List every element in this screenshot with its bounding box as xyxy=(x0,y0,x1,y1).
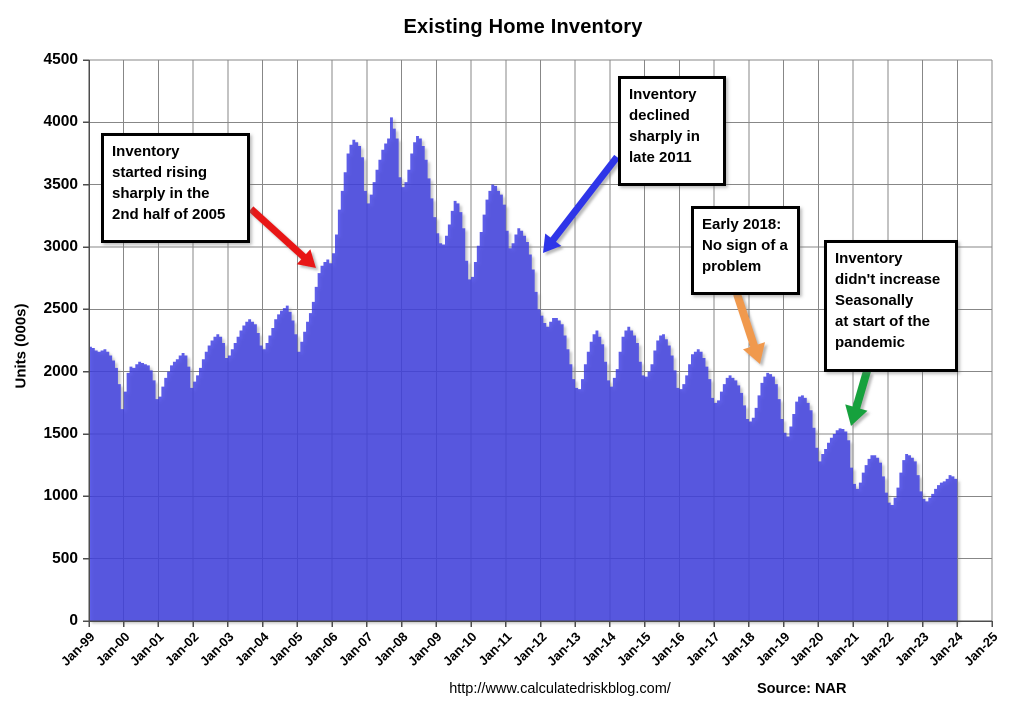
y-tick-label: 2000 xyxy=(43,362,78,380)
annotation-arrow-early-2018 xyxy=(733,292,766,364)
y-tick-label: 3000 xyxy=(43,238,78,255)
footer-url: http://www.calculatedriskblog.com/ xyxy=(449,681,671,697)
y-tick-label: 4000 xyxy=(43,113,78,131)
footer-source: Source: NAR xyxy=(757,681,847,697)
y-tick-label: 500 xyxy=(52,549,78,567)
y-tick-label: 2500 xyxy=(43,300,78,318)
inventory-bar-series xyxy=(89,117,958,621)
annotation-box-declined-2011: Inventory declined sharply in late 2011 xyxy=(618,76,726,186)
y-tick-label: 0 xyxy=(69,612,78,629)
y-tick-label: 3500 xyxy=(43,175,78,193)
y-tick-label: 1500 xyxy=(43,425,78,442)
annotation-box-rising-2005: Inventory started rising sharply in the … xyxy=(101,133,250,243)
annotation-box-pandemic: Inventory didn't increase Seasonally at … xyxy=(824,240,958,372)
annotation-arrow-pandemic xyxy=(845,369,871,426)
annotation-box-early-2018: Early 2018: No sign of a problem xyxy=(691,206,800,295)
chart-title: Existing Home Inventory xyxy=(403,16,643,38)
y-tick-label: 1000 xyxy=(43,487,78,505)
annotation-arrow-declined-2011 xyxy=(543,154,620,253)
y-tick-label: 4500 xyxy=(43,51,78,68)
annotation-arrow-rising-2005 xyxy=(248,206,316,268)
